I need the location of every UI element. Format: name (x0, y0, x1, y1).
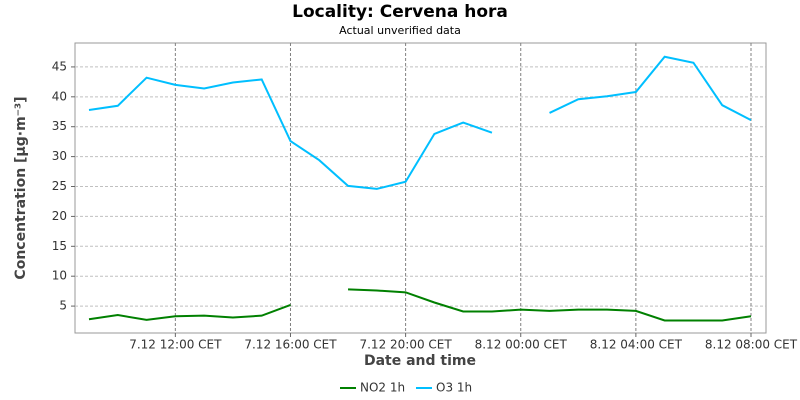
x-axis-label: Date and time (364, 353, 476, 369)
x-tick-label: 8.12 08:00 CET (705, 338, 798, 352)
chart-title: Locality: Cervena hora (292, 2, 508, 22)
x-tick-label: 7.12 12:00 CET (129, 338, 222, 352)
chart-subtitle: Actual unverified data (339, 24, 461, 37)
y-tick-label: 15 (52, 239, 67, 253)
y-axis-label: Concentration [µg·m⁻³] (13, 96, 29, 279)
data-line (88, 303, 291, 321)
legend-label: NO2 1h (360, 381, 405, 395)
x-tick-label: 8.12 04:00 CET (590, 338, 683, 352)
y-tick-label: 25 (52, 179, 67, 193)
y-tick-label: 30 (52, 149, 67, 163)
y-tick-label: 5 (59, 299, 67, 313)
y-tick-label: 35 (52, 119, 67, 133)
data-line (549, 55, 752, 122)
y-tick-label: 45 (52, 59, 67, 73)
x-tick-label: 7.12 20:00 CET (359, 338, 452, 352)
legend-label: O3 1h (436, 381, 472, 395)
data-line (88, 76, 493, 190)
y-tick-label: 10 (52, 269, 67, 283)
y-tick-label: 20 (52, 209, 67, 223)
x-tick-label: 7.12 16:00 CET (244, 338, 337, 352)
x-tick-label: 8.12 00:00 CET (475, 338, 568, 352)
y-tick-label: 40 (52, 89, 67, 103)
plot-area (74, 42, 767, 334)
data-line (348, 288, 752, 322)
